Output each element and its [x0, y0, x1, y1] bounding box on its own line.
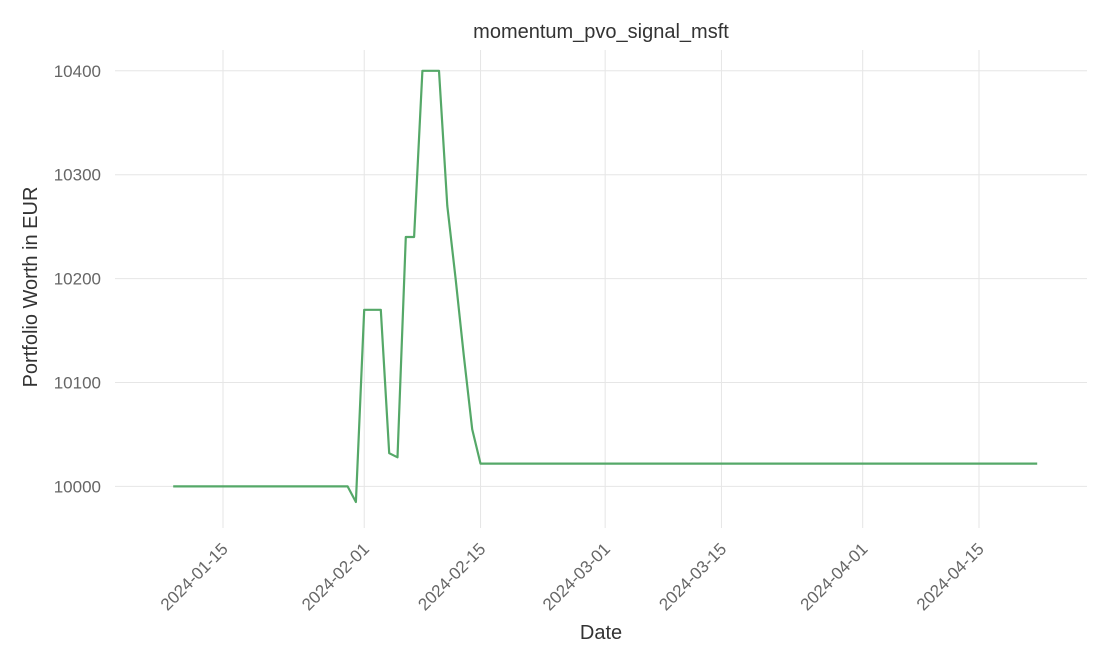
x-tick-label: 2024-03-01	[539, 539, 614, 614]
y-tick-labels: 10000 10100 10200 10300 10400	[54, 62, 101, 497]
chart-title: momentum_pvo_signal_msft	[473, 21, 729, 43]
x-tick-label: 2024-03-15	[655, 539, 730, 614]
x-tick-label: 2024-02-15	[414, 539, 489, 614]
y-tick-label: 10200	[54, 270, 101, 289]
x-tick-label: 2024-04-01	[797, 539, 872, 614]
y-axis-title: Portfolio Worth in EUR	[20, 187, 42, 388]
y-tick-label: 10400	[54, 62, 101, 81]
series-group	[173, 69, 1038, 504]
x-gridlines	[222, 50, 980, 528]
x-tick-label: 2024-04-15	[913, 539, 988, 614]
x-tick-labels: 2024-01-15 2024-02-01 2024-02-15 2024-03-01…	[157, 539, 988, 614]
series-line	[173, 69, 1038, 504]
y-tick-label: 10000	[54, 477, 101, 496]
y-gridlines	[115, 70, 1087, 487]
x-axis-title: Date	[580, 622, 622, 644]
y-tick-label: 10100	[54, 374, 101, 393]
y-tick-label: 10300	[54, 166, 101, 185]
x-tick-label: 2024-02-01	[298, 539, 373, 614]
x-tick-label: 2024-01-15	[157, 539, 232, 614]
